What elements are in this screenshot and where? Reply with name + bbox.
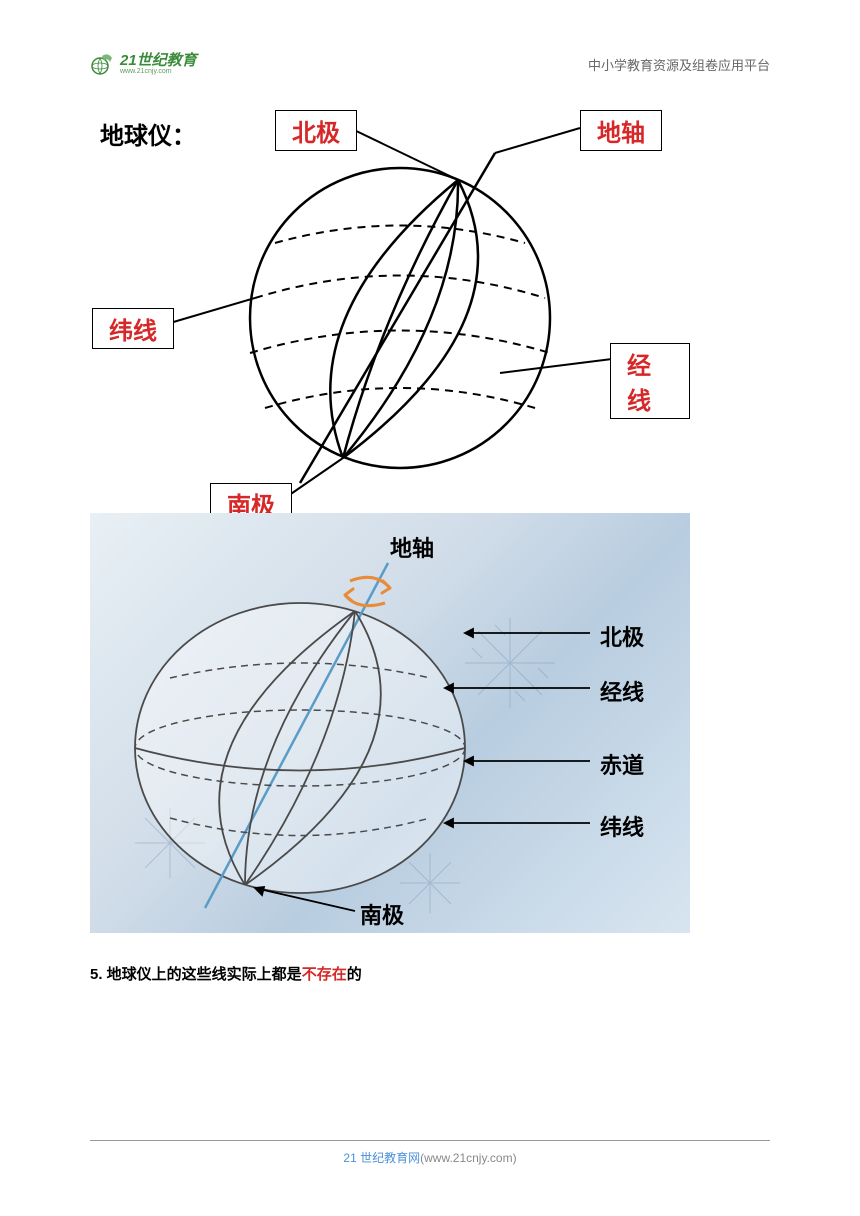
note-highlight: 不存在 (302, 966, 347, 983)
label2-latitude: 纬线 (600, 810, 644, 842)
note-text: 5. 地球仪上的这些线实际上都是不存在的 (90, 963, 770, 984)
page-footer: 21 世纪教育网(www.21cnjy.com) (90, 1140, 770, 1166)
label2-equator: 赤道 (600, 748, 644, 780)
logo-sub: www.21cnjy.com (120, 68, 197, 75)
globe-svg-1 (90, 98, 690, 518)
note-prefix: 5. 地球仪上的这些线实际上都是 (90, 966, 302, 983)
label-axis: 地轴 (580, 110, 662, 151)
label2-axis: 地轴 (390, 531, 434, 563)
footer-site: 21 世纪教育网 (343, 1151, 420, 1165)
logo: 21世纪教育 www.21cnjy.com (90, 50, 197, 78)
logo-text: 21世纪教育 www.21cnjy.com (120, 53, 197, 75)
label-longitude: 经线 (610, 343, 690, 419)
logo-icon (90, 50, 118, 78)
label2-south-pole: 南极 (360, 898, 404, 930)
content-area: 地球仪： 北极 地轴 纬线 经线 南极 (90, 98, 770, 984)
globe-svg-2 (90, 513, 690, 933)
label-latitude: 纬线 (92, 308, 174, 349)
logo-main: 21世纪教育 (120, 53, 197, 68)
page-header: 21世纪教育 www.21cnjy.com 中小学教育资源及组卷应用平台 (90, 50, 770, 78)
header-subtitle: 中小学教育资源及组卷应用平台 (588, 55, 770, 74)
label2-north-pole: 北极 (600, 620, 644, 652)
footer-url: (www.21cnjy.com) (420, 1151, 516, 1165)
label-north-pole: 北极 (275, 110, 357, 151)
globe-diagram-1: 地球仪： 北极 地轴 纬线 经线 南极 (90, 98, 690, 518)
note-suffix: 的 (347, 966, 362, 983)
label2-longitude: 经线 (600, 675, 644, 707)
globe-diagram-2: 地轴 北极 经线 赤道 纬线 南极 (90, 513, 690, 933)
